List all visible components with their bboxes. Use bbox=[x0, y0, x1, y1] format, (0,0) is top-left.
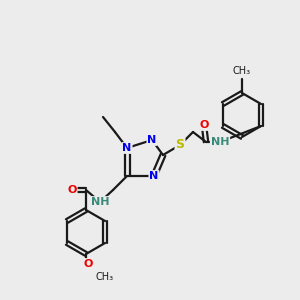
Text: S: S bbox=[176, 139, 184, 152]
Text: NH: NH bbox=[211, 137, 229, 147]
Text: N: N bbox=[122, 143, 132, 153]
Text: O: O bbox=[83, 259, 93, 269]
Text: CH₃: CH₃ bbox=[233, 66, 251, 76]
Text: O: O bbox=[199, 120, 209, 130]
Text: CH₃: CH₃ bbox=[96, 272, 114, 282]
Text: N: N bbox=[149, 171, 159, 181]
Text: O: O bbox=[67, 185, 77, 195]
Text: NH: NH bbox=[91, 197, 109, 207]
Text: N: N bbox=[147, 135, 157, 145]
